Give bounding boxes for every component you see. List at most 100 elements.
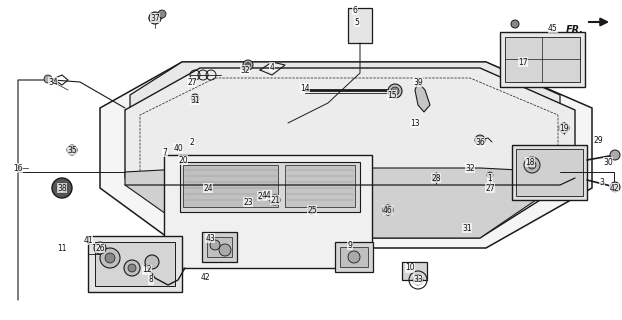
Text: 15: 15	[387, 91, 397, 100]
Text: 36: 36	[475, 138, 485, 147]
Text: FR.: FR.	[566, 25, 584, 35]
Text: 38: 38	[57, 183, 67, 193]
Circle shape	[475, 135, 485, 145]
Text: 28: 28	[431, 173, 441, 182]
Text: 18: 18	[525, 157, 535, 166]
Polygon shape	[125, 168, 558, 238]
Circle shape	[67, 145, 77, 155]
Text: 37: 37	[150, 13, 160, 22]
Text: 21: 21	[270, 196, 280, 204]
Text: 42: 42	[609, 183, 619, 193]
Text: 39: 39	[413, 77, 423, 86]
Text: 17: 17	[518, 58, 528, 67]
Circle shape	[158, 10, 166, 18]
Circle shape	[432, 174, 440, 182]
Text: 42: 42	[200, 274, 210, 283]
Polygon shape	[130, 62, 560, 168]
Text: 9: 9	[348, 241, 353, 250]
Circle shape	[528, 161, 536, 169]
Bar	[402, 262, 427, 280]
Circle shape	[383, 205, 393, 215]
Bar	[340, 247, 368, 267]
Text: 41: 41	[83, 236, 93, 244]
Text: 3: 3	[600, 178, 605, 187]
Text: 30: 30	[603, 157, 613, 166]
Text: 45: 45	[548, 23, 558, 33]
Polygon shape	[88, 236, 182, 292]
Text: 20: 20	[178, 156, 188, 164]
Bar	[500, 32, 585, 87]
Text: 5: 5	[355, 18, 360, 27]
Bar	[348, 8, 372, 43]
Polygon shape	[95, 242, 175, 286]
Bar	[88, 244, 100, 254]
Text: 26: 26	[95, 244, 105, 252]
Text: 23: 23	[243, 197, 253, 206]
Polygon shape	[512, 145, 587, 200]
Circle shape	[94, 242, 106, 254]
Circle shape	[348, 251, 360, 263]
Text: 1: 1	[488, 173, 493, 182]
Text: 31: 31	[190, 95, 200, 105]
Text: 4: 4	[269, 62, 274, 71]
Circle shape	[70, 148, 75, 153]
Circle shape	[388, 84, 402, 98]
Bar	[285, 165, 355, 207]
Bar	[335, 242, 373, 272]
Text: 2: 2	[190, 138, 194, 147]
Circle shape	[124, 260, 140, 276]
Circle shape	[145, 255, 159, 269]
Polygon shape	[415, 82, 430, 112]
Text: 22: 22	[258, 191, 267, 201]
Text: 29: 29	[593, 135, 603, 145]
Text: 32: 32	[465, 164, 475, 172]
Polygon shape	[125, 68, 575, 238]
Text: 6: 6	[353, 5, 358, 14]
Circle shape	[610, 150, 620, 160]
Text: 32: 32	[240, 66, 250, 75]
Circle shape	[243, 60, 253, 70]
Bar	[180, 162, 360, 212]
Circle shape	[210, 240, 220, 250]
Circle shape	[57, 183, 67, 193]
Polygon shape	[100, 62, 592, 248]
Circle shape	[511, 20, 519, 28]
Circle shape	[219, 244, 231, 256]
Text: 35: 35	[67, 146, 77, 155]
Text: 14: 14	[300, 84, 310, 92]
Bar	[505, 37, 580, 82]
Text: 43: 43	[205, 234, 215, 243]
Text: 7: 7	[162, 148, 167, 156]
Text: 24: 24	[203, 183, 213, 193]
Text: 27: 27	[187, 77, 197, 86]
Bar	[207, 237, 232, 257]
Text: 34: 34	[48, 77, 58, 86]
Polygon shape	[164, 155, 372, 268]
Text: 31: 31	[462, 223, 472, 233]
Text: 33: 33	[413, 276, 423, 284]
Text: 16: 16	[13, 164, 23, 172]
Circle shape	[44, 75, 52, 83]
Bar	[183, 165, 278, 207]
Text: 40: 40	[173, 143, 183, 153]
Circle shape	[246, 62, 251, 68]
Text: 10: 10	[405, 263, 415, 273]
Circle shape	[487, 172, 493, 178]
Text: 19: 19	[559, 124, 569, 132]
Bar	[202, 232, 237, 262]
Bar	[516, 149, 583, 196]
Circle shape	[308, 206, 316, 214]
Circle shape	[416, 278, 420, 282]
Text: 12: 12	[142, 266, 152, 275]
Circle shape	[391, 87, 399, 95]
Text: 13: 13	[410, 118, 420, 127]
Circle shape	[105, 253, 115, 263]
Circle shape	[610, 182, 620, 192]
Text: 46: 46	[383, 205, 393, 214]
Text: 8: 8	[149, 276, 154, 284]
Text: 27: 27	[485, 183, 495, 193]
Circle shape	[128, 264, 136, 272]
Circle shape	[524, 157, 540, 173]
Text: 44: 44	[262, 190, 272, 199]
Circle shape	[100, 248, 120, 268]
